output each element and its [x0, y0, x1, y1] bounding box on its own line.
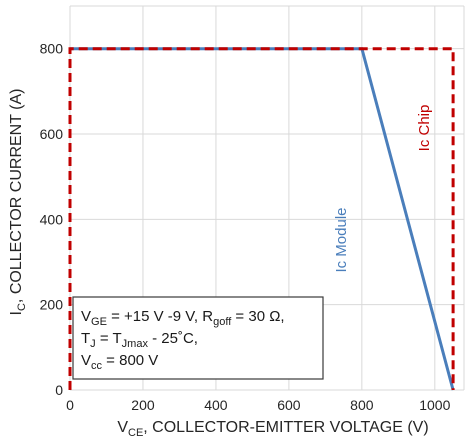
conditions-line: Vcc = 800 V	[81, 352, 158, 372]
axis-titles: VCE, COLLECTOR-EMITTER VOLTAGE (V) IC, CO…	[8, 89, 429, 439]
conditions-box	[72, 296, 324, 380]
y-tick-label: 400	[40, 211, 64, 227]
y-tick-label: 200	[40, 297, 64, 313]
y-tick-label: 800	[40, 41, 64, 57]
conditions-line: VGE = +15 V -9 V, Rgoff = 30 Ω,	[81, 308, 285, 328]
y-axis-title: IC, COLLECTOR CURRENT (A)	[8, 89, 28, 316]
conditions-line: TJ = TJmax - 25˚C,	[81, 330, 198, 350]
y-tick-label: 0	[55, 382, 63, 398]
x-tick-label: 1000	[419, 397, 450, 413]
x-tick-label: 200	[131, 397, 155, 413]
x-tick-label: 400	[204, 397, 228, 413]
x-tick-label: 600	[277, 397, 301, 413]
conditions-annotation: VGE = +15 V -9 V, Rgoff = 30 Ω,TJ = TJma…	[72, 296, 324, 380]
x-axis-title: VCE, COLLECTOR-EMITTER VOLTAGE (V)	[117, 419, 428, 439]
ic-chip-label: Ic Chip	[416, 105, 433, 152]
ic-module-label: Ic Module	[333, 207, 350, 272]
series-layer	[68, 47, 455, 391]
x-tick-label: 800	[350, 397, 374, 413]
series-labels: Ic Chip Ic Module	[333, 105, 433, 273]
x-tick-label: 0	[66, 397, 74, 413]
ic-chip-line	[68, 47, 455, 390]
y-tick-label: 600	[40, 126, 64, 142]
tick-labels: 0 200 400 600 800 1000 0 200 400 600 800	[40, 41, 451, 413]
